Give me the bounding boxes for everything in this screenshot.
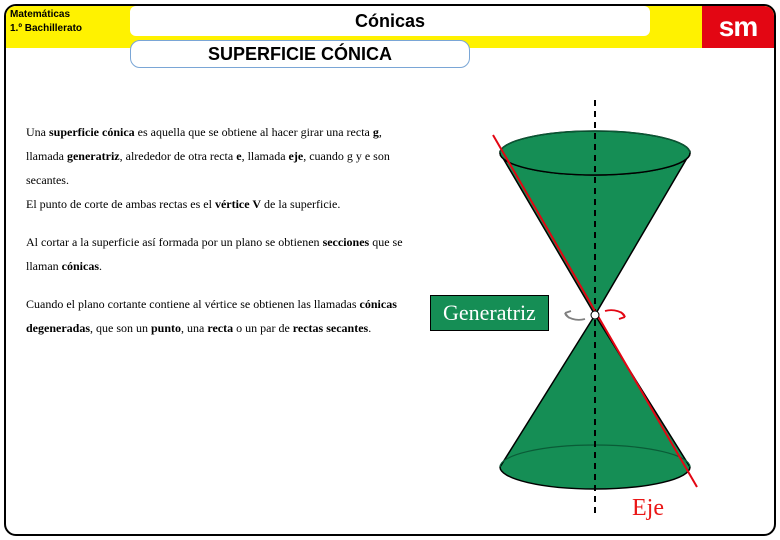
subject-line1: Matemáticas [10, 9, 70, 20]
paragraph-4: Cuando el plano cortante contiene al vér… [26, 292, 406, 340]
topic-title: Cónicas [130, 6, 650, 36]
paragraph-1: Una superficie cónica es aquella que se … [26, 120, 406, 216]
body-text: Una superficie cónica es aquella que se … [26, 120, 406, 354]
subject-block: Matemáticas 1.º Bachillerato [10, 8, 82, 36]
section-title: SUPERFICIE CÓNICA [130, 40, 470, 68]
paragraph-3: Al cortar a la superficie así formada po… [26, 230, 406, 278]
sm-logo: sm [702, 6, 774, 48]
eje-label: Eje [632, 495, 664, 522]
subject-line2: 1.º Bachillerato [10, 23, 82, 34]
generatriz-label: Generatriz [430, 295, 549, 331]
